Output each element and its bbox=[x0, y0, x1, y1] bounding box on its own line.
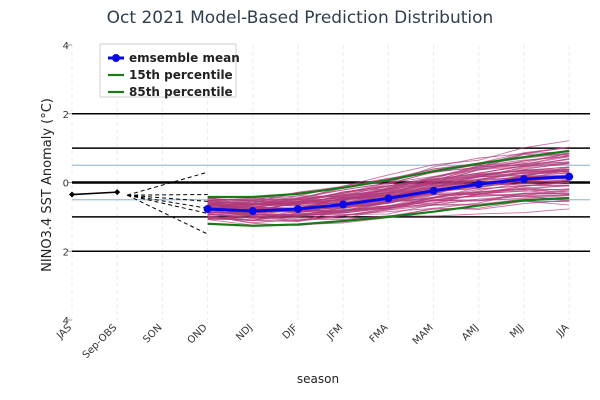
x-tick-label: MAM bbox=[411, 322, 436, 347]
mean-point bbox=[203, 204, 212, 213]
ensemble-member-line bbox=[207, 155, 570, 210]
observed-point bbox=[69, 191, 75, 198]
fan-line bbox=[127, 194, 208, 214]
fan-line bbox=[127, 194, 208, 209]
y-tick-label: 2 bbox=[63, 110, 69, 121]
y-tick-label: 4 bbox=[63, 41, 69, 52]
x-tick-label: OND bbox=[186, 322, 210, 346]
legend-label: 85th percentile bbox=[129, 85, 233, 99]
mean-point bbox=[520, 175, 528, 184]
x-tick-label: Sep-OBS bbox=[81, 322, 120, 361]
ensemble-member-line bbox=[207, 146, 570, 204]
fan-line bbox=[127, 194, 208, 202]
ensemble-member-line bbox=[207, 188, 570, 218]
ensemble-member-line bbox=[207, 193, 570, 216]
chart-title: Oct 2021 Model-Based Prediction Distribu… bbox=[107, 8, 494, 28]
observed-point bbox=[114, 189, 121, 196]
observed-line bbox=[71, 191, 118, 196]
fan-lines bbox=[126, 171, 208, 235]
ensemble-member-line bbox=[207, 195, 570, 220]
y-axis-label: NINO3.4 SST Anomaly (°C) bbox=[40, 98, 55, 272]
x-tick-label: SON bbox=[141, 322, 164, 345]
mean-point bbox=[339, 200, 348, 209]
fan-line bbox=[127, 194, 208, 196]
x-tick-label: JAS bbox=[54, 322, 74, 342]
y-tick-label: 4 bbox=[63, 316, 69, 327]
x-tick-label: FMA bbox=[368, 322, 391, 345]
mean-point bbox=[294, 204, 302, 213]
x-tick-label: JJA bbox=[554, 322, 571, 339]
x-axis-label: season bbox=[297, 372, 339, 386]
legend-label: 15th percentile bbox=[129, 68, 233, 82]
x-axis-ticks: JAS Sep-OBS SON OND NDJ DJF JFM FMA MAM AMJ MJJ JJA bbox=[54, 322, 571, 361]
mean-point bbox=[384, 194, 393, 203]
x-tick-label: AMJ bbox=[460, 322, 481, 343]
ensemble-member-line bbox=[207, 208, 570, 224]
series-lines bbox=[203, 149, 574, 227]
legend-label: emsemble mean bbox=[129, 51, 240, 65]
percentile-line bbox=[207, 196, 570, 227]
x-tick-label: JFM bbox=[325, 322, 346, 343]
percentile-line bbox=[207, 149, 570, 199]
y-axis-ticks: 4 2 0 2 4 bbox=[63, 41, 72, 327]
ensemble-member-line bbox=[207, 156, 570, 205]
mean-point bbox=[565, 172, 574, 181]
mean-point bbox=[474, 180, 483, 189]
x-tick-label: MJJ bbox=[508, 322, 526, 340]
ensemble-member-line bbox=[207, 192, 570, 221]
legend-box bbox=[99, 43, 237, 98]
y-tick-label: 0 bbox=[63, 179, 69, 190]
mean-point bbox=[248, 207, 257, 216]
fan-line bbox=[126, 194, 208, 235]
observed-series bbox=[69, 189, 121, 198]
x-tick-label: NDJ bbox=[234, 322, 255, 343]
ensemble-member-line bbox=[207, 140, 570, 202]
legend-marker bbox=[112, 54, 120, 62]
mean-point bbox=[429, 186, 438, 195]
legend: emsemble mean 15th percentile 85th percent… bbox=[99, 43, 240, 99]
x-tick-label: DJF bbox=[281, 322, 301, 342]
y-tick-label: 2 bbox=[63, 247, 69, 258]
